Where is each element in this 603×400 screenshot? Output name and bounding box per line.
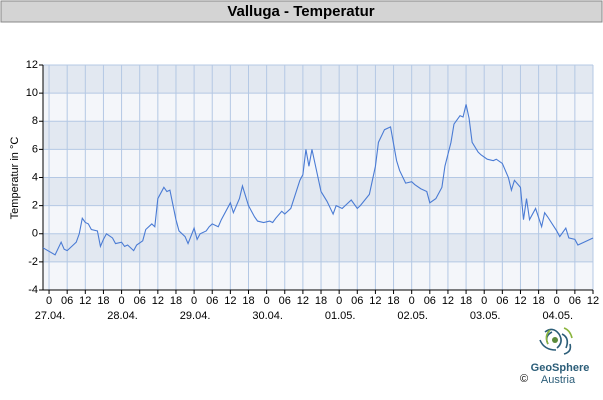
logo-icon bbox=[545, 327, 573, 345]
plot-area: -4 -2 0 2 4 6 8 10 12 0 06 12 18 0 06 12 18 0 06 12 18 0 06 12 1… bbox=[26, 59, 599, 322]
date-label: 03.05. bbox=[470, 310, 501, 322]
temperature-line bbox=[42, 104, 594, 256]
x-tick-label: 06 bbox=[424, 295, 436, 307]
x-tick-label: 06 bbox=[351, 295, 363, 307]
x-tick-label: 06 bbox=[279, 295, 291, 307]
x-tick-label: 12 bbox=[369, 295, 381, 307]
x-tick-label: 18 bbox=[387, 295, 399, 307]
x-tick-label: 06 bbox=[569, 295, 581, 307]
x-tick-label: 06 bbox=[496, 295, 508, 307]
y-tick-label: 6 bbox=[32, 143, 38, 155]
y-tick-label: 10 bbox=[26, 87, 38, 99]
title-bar bbox=[0, 0, 603, 23]
chart-title: Valluga - Temperatur bbox=[227, 3, 374, 20]
x-tick-label: 18 bbox=[532, 295, 544, 307]
band bbox=[43, 65, 593, 94]
x-tick-label: 18 bbox=[97, 295, 109, 307]
x-tick-label: 12 bbox=[224, 295, 236, 307]
x-tick-label: 12 bbox=[297, 295, 309, 307]
x-tick-label: 18 bbox=[315, 295, 327, 307]
y-axis-label: Temperatur in °C bbox=[9, 137, 21, 220]
band bbox=[43, 261, 593, 290]
x-tick-label: 0 bbox=[481, 295, 487, 307]
band bbox=[43, 149, 593, 178]
x-tick-label: 12 bbox=[442, 295, 454, 307]
band bbox=[43, 121, 593, 150]
date-label: 29.04. bbox=[180, 310, 211, 322]
y-tick-label: 8 bbox=[32, 115, 38, 127]
x-tick-label: 12 bbox=[587, 295, 599, 307]
logo-sub: Austria bbox=[541, 374, 576, 386]
y-tick-label: 0 bbox=[32, 228, 38, 240]
x-tick-label: 0 bbox=[336, 295, 342, 307]
date-label: 02.05. bbox=[397, 310, 428, 322]
date-label: 04.05. bbox=[542, 310, 573, 322]
x-tick-label: 0 bbox=[554, 295, 560, 307]
date-label: 30.04. bbox=[252, 310, 283, 322]
x-tick-label: 0 bbox=[191, 295, 197, 307]
x-tick-label: 06 bbox=[134, 295, 146, 307]
x-tick-label: 12 bbox=[514, 295, 526, 307]
y-tick-label: -2 bbox=[28, 256, 38, 268]
x-tick-label: 12 bbox=[152, 295, 164, 307]
logo: GeoSphere Austria © bbox=[520, 327, 590, 386]
x-tick-label: 06 bbox=[206, 295, 218, 307]
band bbox=[43, 177, 593, 206]
x-tick-label: 18 bbox=[242, 295, 254, 307]
band bbox=[43, 233, 593, 262]
date-label: 01.05. bbox=[325, 310, 356, 322]
x-tick-label: 12 bbox=[79, 295, 91, 307]
date-label: 28.04. bbox=[107, 310, 138, 322]
logo-icon bbox=[552, 337, 558, 343]
x-tick-label: 06 bbox=[61, 295, 73, 307]
y-tick-label: 4 bbox=[32, 171, 38, 183]
x-tick-label: 18 bbox=[460, 295, 472, 307]
band bbox=[43, 205, 593, 234]
logo-name: GeoSphere bbox=[531, 362, 590, 374]
x-tick-label: 18 bbox=[170, 295, 182, 307]
band bbox=[43, 93, 593, 122]
x-tick-label: 0 bbox=[409, 295, 415, 307]
x-tick-label: 0 bbox=[46, 295, 52, 307]
x-tick-label: 0 bbox=[119, 295, 125, 307]
x-tick-label: 0 bbox=[264, 295, 270, 307]
y-tick-label: 12 bbox=[26, 59, 38, 71]
y-tick-label: -4 bbox=[28, 284, 38, 296]
copyright: © bbox=[520, 373, 528, 385]
date-label: 27.04. bbox=[35, 310, 66, 322]
y-tick-label: 2 bbox=[32, 200, 38, 212]
